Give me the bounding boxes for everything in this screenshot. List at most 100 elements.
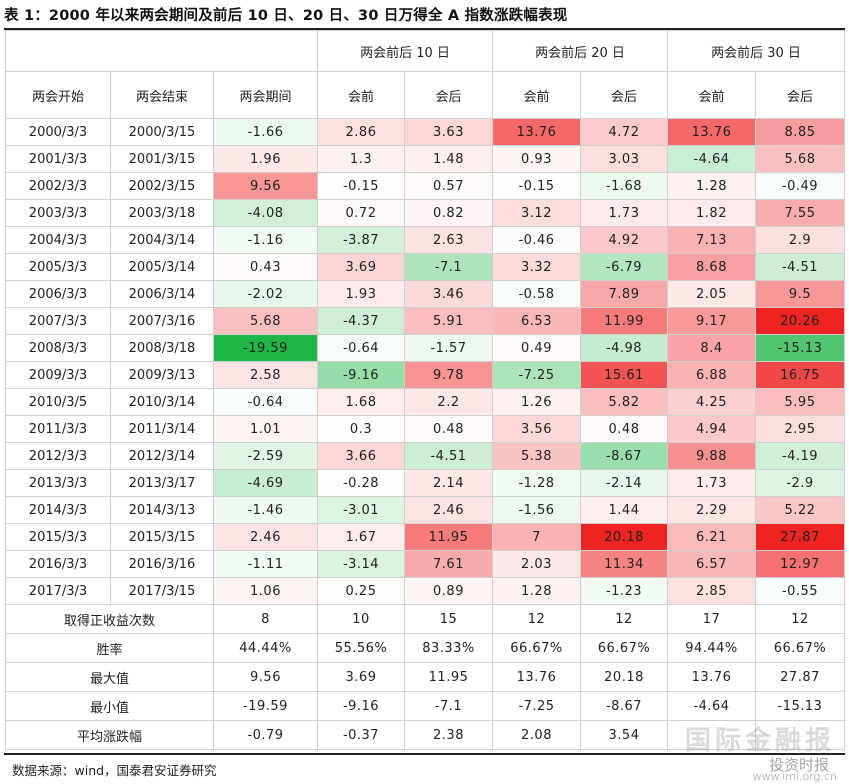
value-cell: -2.9 — [755, 469, 846, 497]
value-cell: 1.06 — [212, 577, 319, 605]
value-cell: -4.51 — [404, 442, 494, 470]
date-cell: 2017/3/3 — [5, 577, 111, 605]
date-cell: 2014/3/3 — [5, 496, 111, 524]
value-cell: 2.58 — [212, 361, 319, 389]
date-cell: 2009/3/3 — [5, 361, 111, 389]
value-cell: 6.21 — [667, 523, 757, 551]
date-cell: 2010/3/5 — [5, 388, 111, 416]
date-cell: 2014/3/13 — [110, 496, 214, 524]
table-row: 2017/3/3 2017/3/15 1.06 0.25 0.89 1.28 -1.23 2.… — [5, 577, 846, 605]
value-cell: -2.59 — [212, 442, 319, 470]
value-cell: 0.82 — [404, 199, 494, 227]
date-cell: 2007/3/16 — [110, 307, 214, 335]
summary-value: 2.38 — [404, 720, 494, 750]
value-cell: 7.61 — [404, 550, 494, 578]
value-cell: 8.68 — [667, 253, 757, 281]
value-cell: -4.64 — [667, 145, 757, 173]
group-header-30d: 两会前后 30 日 — [667, 30, 846, 72]
value-cell: 5.38 — [492, 442, 582, 470]
summary-label: 最大值 — [5, 662, 214, 692]
date-cell: 2003/3/3 — [5, 199, 111, 227]
value-cell: 2.05 — [667, 280, 757, 308]
date-cell: 2008/3/18 — [110, 334, 214, 362]
value-cell: 4.25 — [667, 388, 757, 416]
watermark-sub: 投资时报 — [768, 756, 829, 774]
value-cell: 11.95 — [404, 523, 494, 551]
summary-value: 13.76 — [667, 662, 757, 692]
column-header-during: 两会期间 — [212, 71, 319, 119]
value-cell: -0.49 — [755, 172, 846, 200]
value-cell: 0.89 — [404, 577, 494, 605]
value-cell: -9.16 — [317, 361, 406, 389]
value-cell: 9.88 — [667, 442, 757, 470]
value-cell: 13.76 — [492, 118, 582, 146]
summary-value: -15.13 — [755, 691, 846, 721]
value-cell: -3.01 — [317, 496, 406, 524]
group-header-10d: 两会前后 10 日 — [317, 30, 494, 72]
value-cell: 15.61 — [580, 361, 669, 389]
value-cell: -8.67 — [580, 442, 669, 470]
value-cell: 0.43 — [212, 253, 319, 281]
value-cell: 2.46 — [404, 496, 494, 524]
summary-value: 9.56 — [212, 662, 319, 692]
value-cell: 9.56 — [212, 172, 319, 200]
date-cell: 2000/3/3 — [5, 118, 111, 146]
value-cell: -1.28 — [492, 469, 582, 497]
column-header-after-10: 会后 — [404, 71, 494, 119]
table-row: 2007/3/3 2007/3/16 5.68 -4.37 5.91 6.53 11.99 9… — [5, 307, 846, 335]
value-cell: -4.69 — [212, 469, 319, 497]
value-cell: 1.73 — [580, 199, 669, 227]
value-cell: 7.89 — [580, 280, 669, 308]
value-cell: 5.68 — [755, 145, 846, 173]
summary-value: -7.25 — [492, 691, 582, 721]
summary-value: 94.44% — [667, 633, 757, 663]
date-cell: 2003/3/18 — [110, 199, 214, 227]
bottom-rule — [4, 753, 845, 755]
value-cell: 2.95 — [755, 415, 846, 443]
value-cell: 3.66 — [317, 442, 406, 470]
value-cell: 0.48 — [580, 415, 669, 443]
value-cell: 9.17 — [667, 307, 757, 335]
value-cell: 7.13 — [667, 226, 757, 254]
summary-value: -0.79 — [212, 720, 319, 750]
value-cell: 2.63 — [404, 226, 494, 254]
value-cell: 9.5 — [755, 280, 846, 308]
value-cell: -0.15 — [492, 172, 582, 200]
date-cell: 2006/3/3 — [5, 280, 111, 308]
value-cell: 2.29 — [667, 496, 757, 524]
summary-value: 55.56% — [317, 633, 406, 663]
value-cell: 3.12 — [492, 199, 582, 227]
value-cell: 0.93 — [492, 145, 582, 173]
column-header-before-30: 会前 — [667, 71, 757, 119]
table-title: 表 1：2000 年以来两会期间及前后 10 日、20 日、30 日万得全 A … — [4, 8, 568, 24]
summary-value: -7.1 — [404, 691, 494, 721]
value-cell: 1.93 — [317, 280, 406, 308]
value-cell: 1.68 — [317, 388, 406, 416]
summary-value: 15 — [404, 604, 494, 634]
value-cell: -4.37 — [317, 307, 406, 335]
value-cell: 5.68 — [212, 307, 319, 335]
summary-value — [667, 720, 757, 750]
date-cell: 2012/3/3 — [5, 442, 111, 470]
column-header-end: 两会结束 — [110, 71, 214, 119]
value-cell: -1.46 — [212, 496, 319, 524]
date-cell: 2000/3/15 — [110, 118, 214, 146]
value-cell: -0.55 — [755, 577, 846, 605]
summary-row: 取得正收益次数 8 10 15 12 12 17 12 — [5, 604, 846, 634]
table-row: 2014/3/3 2014/3/13 -1.46 -3.01 2.46 -1.56 1.44… — [5, 496, 846, 524]
summary-value: 66.67% — [492, 633, 582, 663]
summary-row: 最大值 9.56 3.69 11.95 13.76 20.18 13.76 27.87 — [5, 662, 846, 692]
value-cell: 3.56 — [492, 415, 582, 443]
value-cell: -0.28 — [317, 469, 406, 497]
summary-value: 10 — [317, 604, 406, 634]
date-cell: 2016/3/3 — [5, 550, 111, 578]
table-row: 2005/3/3 2005/3/14 0.43 3.69 -7.1 3.32 -6.79 8.… — [5, 253, 846, 281]
table-body: 两会前后 10 日 两会前后 20 日 两会前后 30 日 两会开始 两会结束 … — [4, 30, 846, 750]
value-cell: 0.49 — [492, 334, 582, 362]
value-cell: 9.78 — [404, 361, 494, 389]
value-cell: -0.58 — [492, 280, 582, 308]
summary-value: 13.76 — [492, 662, 582, 692]
value-cell: 20.18 — [580, 523, 669, 551]
value-cell: 6.88 — [667, 361, 757, 389]
table-row: 2004/3/3 2004/3/14 -1.16 -3.87 2.63 -0.46 4.92… — [5, 226, 846, 254]
